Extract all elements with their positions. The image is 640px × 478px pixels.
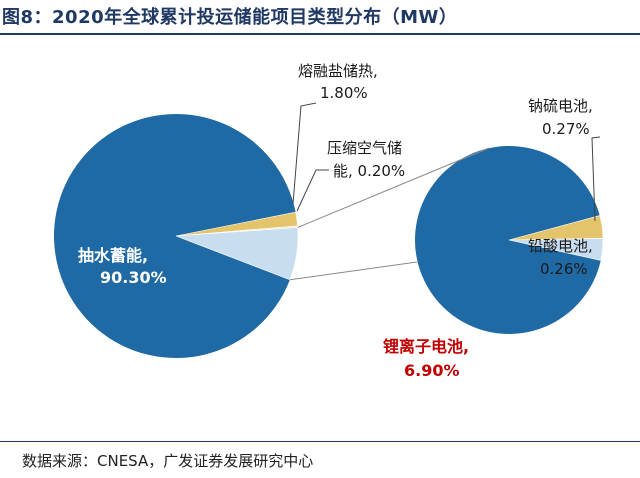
label-thermal-name: 熔融盐储热,	[298, 62, 378, 80]
leader-lines	[292, 102, 601, 222]
chart-title: 图8：2020年全球累计投运储能项目类型分布（MW）	[2, 7, 458, 28]
label-pumped-name: 抽水蓄能,	[78, 246, 148, 265]
leader-thermal	[292, 102, 317, 205]
label-lead-value: 0.26%	[540, 260, 588, 278]
title-rule	[0, 33, 640, 35]
slice-lithium-other	[415, 146, 601, 335]
slice-pumped-hydro	[53, 114, 296, 359]
label-caes-line1: 压缩空气储	[327, 139, 402, 157]
label-caes-line2: 能, 0.20%	[333, 162, 405, 180]
pie-of-pie-chart: 抽水蓄能, 90.30% 熔融盐储热, 1.80% 压缩空气储 能, 0.20%…	[53, 62, 604, 380]
label-li-value: 6.90%	[404, 361, 460, 380]
label-sodium-value: 0.27%	[542, 120, 590, 138]
connector-line-bottom	[289, 261, 418, 281]
leader-caes	[296, 169, 329, 212]
secondary-pie	[415, 146, 604, 335]
connector-lines	[289, 147, 490, 281]
label-sodium-name: 钠硫电池,	[528, 97, 593, 115]
main-pie	[53, 114, 299, 359]
leader-sodium	[591, 136, 601, 222]
connector-line-top	[297, 147, 490, 228]
source-note: 数据来源：CNESA，广发证券发展研究中心	[22, 452, 314, 470]
slice-lead-acid	[508, 238, 604, 261]
footer-rule	[0, 441, 640, 442]
label-pumped-value: 90.30%	[100, 268, 167, 287]
label-lead-name: 铅酸电池,	[528, 237, 593, 255]
label-thermal-value: 1.80%	[320, 84, 368, 102]
label-li-name: 锂离子电池,	[383, 337, 469, 356]
